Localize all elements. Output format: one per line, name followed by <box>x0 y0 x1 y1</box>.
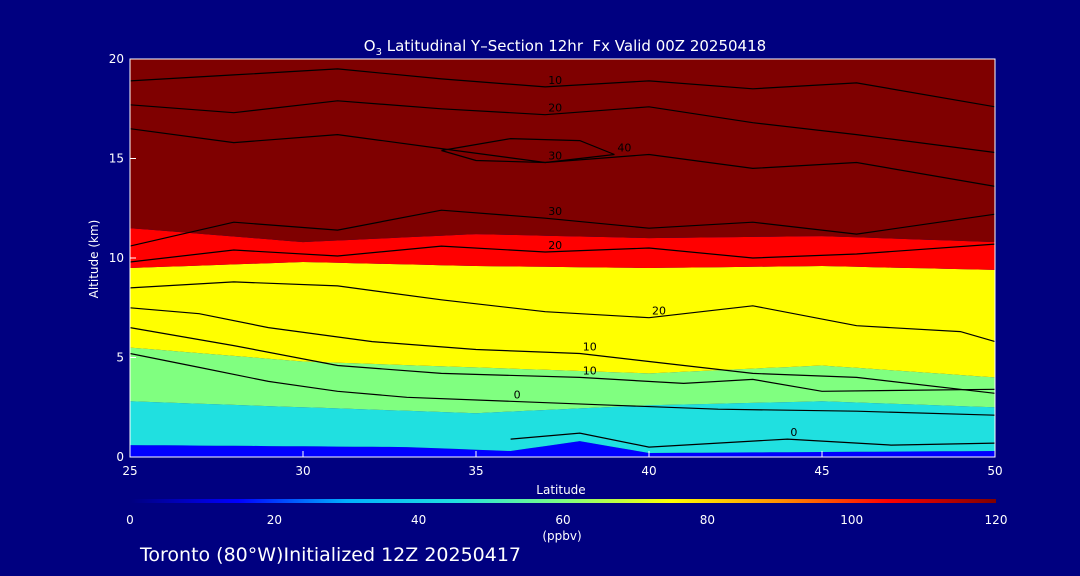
contour-line <box>129 352 996 416</box>
y-tick-label: 15 <box>109 152 124 166</box>
contour-label: 20 <box>548 102 562 115</box>
x-tick-label: 40 <box>641 464 656 478</box>
x-tick-label: 30 <box>295 464 310 478</box>
contour-line <box>129 307 996 394</box>
contour-line <box>441 137 615 164</box>
y-tick-label: 10 <box>109 251 124 265</box>
contour-line <box>129 327 996 392</box>
contour-label: 20 <box>652 305 666 318</box>
contour-line <box>129 209 996 247</box>
colorbar-tick-label: 20 <box>267 513 282 527</box>
y-axis: 0 5 10 15 20 <box>109 52 136 464</box>
contour-line <box>510 432 996 448</box>
colorbar-tick-label: 100 <box>840 513 863 527</box>
colorbar-tick-label: 80 <box>700 513 715 527</box>
colorbar-tick-label: 40 <box>411 513 426 527</box>
x-tick-label: 25 <box>122 464 137 478</box>
ozone-fill-field <box>130 59 995 457</box>
x-tick-label: 50 <box>987 464 1002 478</box>
fill-layer-upper-troposphere <box>130 262 995 378</box>
colorbar <box>130 499 996 503</box>
x-axis-label: Latitude <box>536 483 585 497</box>
y-tick-label: 20 <box>109 52 124 66</box>
fill-layer-mid-troposphere <box>130 347 995 414</box>
x-tick-label: 45 <box>814 464 829 478</box>
colorbar-tick-label: 60 <box>555 513 570 527</box>
contour-label: 30 <box>548 149 562 162</box>
x-tick-label: 35 <box>468 464 483 478</box>
y-tick-label: 5 <box>116 351 124 365</box>
colorbar-tick-label: 120 <box>985 513 1008 527</box>
contour-line <box>129 243 996 263</box>
contour-label: 10 <box>583 364 597 377</box>
contour-label: 0 <box>514 388 521 401</box>
contour-label: 30 <box>548 205 562 218</box>
y-axis-label: Altitude (km) <box>87 220 101 299</box>
contour-line <box>129 68 996 108</box>
fill-layer-tropopause <box>130 228 995 270</box>
colorbar-tick-label: 0 <box>126 513 134 527</box>
contour-label: 10 <box>583 341 597 354</box>
contour-line <box>129 100 996 154</box>
fill-layer-stratosphere <box>130 59 995 243</box>
footer-location-init: Toronto (80°W)Initialized 12Z 20250417 <box>139 544 521 566</box>
contour-lines: 0 0 10 10 20 20 30 30 20 10 40 <box>129 68 996 448</box>
colorbar-unit-label: (ppbv) <box>542 529 581 543</box>
contour-line <box>129 281 996 343</box>
y-tick-label: 0 <box>116 450 124 464</box>
contour-label: 10 <box>548 74 562 87</box>
fill-layer-surface <box>130 441 995 457</box>
contour-label: 40 <box>617 142 631 155</box>
colorbar-ticks: 0 20 40 60 80 100 120 <box>126 513 1007 527</box>
contour-label: 20 <box>548 239 562 252</box>
x-axis: 25 30 35 40 45 50 <box>122 451 1003 478</box>
chart-title: O3 Latitudinal Y–Section 12hr Fx Valid 0… <box>364 37 766 58</box>
contour-label: 0 <box>790 426 797 439</box>
